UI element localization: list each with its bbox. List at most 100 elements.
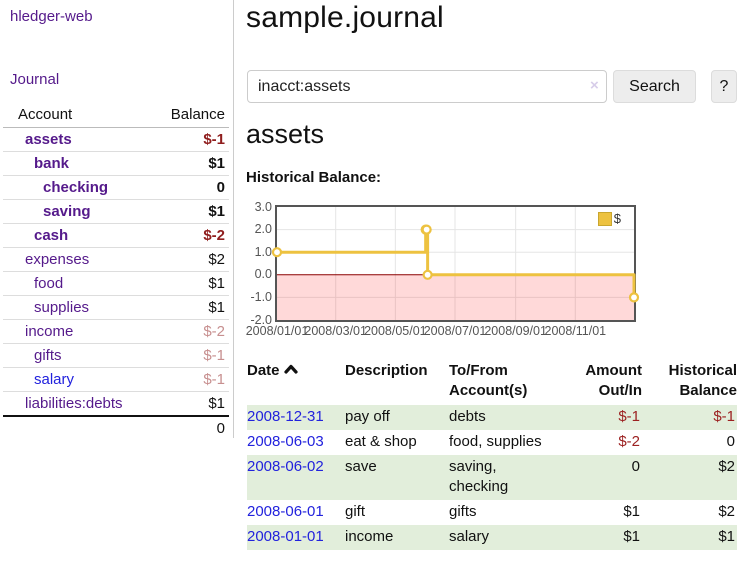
legend-swatch-icon — [597, 211, 612, 226]
sidebar-account-link[interactable]: expenses — [25, 251, 90, 268]
register-header-amount: Amount Out/In — [585, 362, 642, 399]
account-row: income $-2 — [3, 319, 229, 344]
account-row: expenses $2 — [3, 247, 229, 272]
accounts-total-value: 0 — [3, 415, 229, 440]
register-cell-date: 2008-06-01 — [247, 500, 345, 525]
sidebar-account-link[interactable]: liabilities:debts — [25, 395, 123, 412]
account-balance: 0 — [154, 175, 229, 200]
register-date-link[interactable]: 2008-06-02 — [247, 458, 324, 475]
account-row: assets $-1 — [3, 127, 229, 152]
accounts-header-balance: Balance — [154, 105, 229, 128]
historical-balance-chart: 3.0 2.0 1.0 0.0 -1.0 -2.0 $ 2008/01/01 2008/03… — [245, 196, 665, 346]
register-row: 2008-06-02 save saving, checking 0 $2 — [247, 455, 737, 500]
account-balance: $-1 — [154, 343, 229, 368]
account-heading: assets — [246, 119, 325, 149]
register-cell-balance: $1 — [718, 528, 735, 545]
register-date-link[interactable]: 2008-06-03 — [247, 433, 324, 450]
sidebar-account-link[interactable]: income — [25, 323, 74, 340]
sidebar-item-journal[interactable]: Journal — [10, 71, 60, 88]
register-header-date[interactable]: Date — [247, 360, 345, 405]
accounts-header-account: Account — [3, 105, 155, 128]
legend-label: $ — [613, 211, 621, 226]
account-balance: $1 — [154, 271, 229, 296]
register-row: 2008-12-31 pay off debts $-1 $-1 — [247, 405, 737, 430]
register-row: 2008-06-03 eat & shop food, supplies $-2 0 — [247, 430, 737, 455]
register-header-accounts: To/From Account(s) — [449, 362, 528, 399]
register-cell-accounts: gifts — [449, 503, 477, 520]
register-header-balance: Historical Balance — [668, 362, 737, 399]
register-cell-amount: $1 — [623, 528, 640, 545]
register-row: 2008-06-01 gift gifts $1 $2 — [247, 500, 737, 525]
accounts-total-row: 0 — [3, 415, 229, 440]
account-balance: $2 — [154, 247, 229, 272]
app-title-link[interactable]: hledger-web — [10, 8, 93, 25]
register-cell-accounts: food, supplies — [449, 433, 542, 450]
register-row: 2008-01-01 income salary $1 $1 — [247, 525, 737, 550]
x-axis-tick-label: 2008/01/01 — [245, 324, 309, 338]
accounts-balance-table: Account Balance assets $-1 bank $1 checking 0… — [3, 105, 229, 440]
sidebar-account-link[interactable]: checking — [43, 179, 109, 196]
x-axis-tick-label: 2008/09/01 — [484, 324, 547, 338]
register-cell-amount: $-2 — [618, 433, 640, 450]
account-balance: $1 — [154, 199, 229, 224]
sidebar-account-link[interactable]: gifts — [34, 347, 62, 364]
register-header-description: Description — [345, 362, 428, 379]
account-balance: $1 — [154, 151, 229, 176]
y-axis-tick-label: 0.0 — [254, 267, 272, 282]
register-cell-accounts: saving, checking — [449, 458, 509, 495]
sidebar-account-link[interactable]: supplies — [34, 299, 90, 316]
account-row: saving $1 — [3, 199, 229, 224]
register-cell-date: 2008-12-31 — [247, 405, 345, 430]
account-balance: $-2 — [154, 319, 229, 344]
register-cell-balance: $-1 — [713, 408, 735, 425]
y-axis-tick-label: -2.0 — [250, 312, 272, 327]
chart-plot-area[interactable]: $ — [271, 205, 640, 322]
clear-search-icon[interactable]: × — [590, 77, 599, 94]
sidebar-account-link[interactable]: saving — [43, 203, 91, 220]
register-cell-balance: $2 — [718, 503, 735, 520]
search-input[interactable] — [247, 70, 607, 103]
chart-heading: Historical Balance: — [246, 169, 382, 186]
register-date-link[interactable]: 2008-06-01 — [247, 503, 324, 520]
x-axis-tick-label: 2008/07/01 — [423, 324, 487, 338]
register-cell-description: eat & shop — [345, 433, 417, 450]
account-balance: $1 — [154, 295, 229, 320]
register-cell-amount: $-1 — [618, 408, 640, 425]
register-date-link[interactable]: 2008-01-01 — [247, 528, 324, 545]
y-axis-tick-label: 2.0 — [254, 222, 272, 237]
register-cell-accounts: salary — [449, 528, 490, 545]
account-balance: $1 — [154, 391, 229, 417]
account-row: checking 0 — [3, 175, 229, 200]
register-header-row: Date Description To/From Account(s) Amou… — [247, 360, 737, 405]
register-cell-amount: $1 — [623, 503, 640, 520]
account-row: food $1 — [3, 271, 229, 296]
sidebar-account-link[interactable]: salary — [34, 371, 75, 388]
sidebar-account-link[interactable]: assets — [25, 131, 72, 148]
account-row: cash $-2 — [3, 223, 229, 248]
register-cell-accounts: debts — [449, 408, 486, 425]
sidebar-account-link[interactable]: bank — [34, 155, 70, 172]
register-date-link[interactable]: 2008-12-31 — [247, 408, 324, 425]
help-button[interactable]: ? — [711, 70, 737, 103]
account-balance: $-1 — [154, 127, 229, 152]
register-cell-date: 2008-01-01 — [247, 525, 345, 550]
account-row: supplies $1 — [3, 295, 229, 320]
account-row: liabilities:debts $1 — [3, 391, 229, 417]
x-axis-tick-label: 2008/05/01 — [364, 324, 427, 338]
register-cell-description: income — [345, 528, 394, 545]
sidebar-account-link[interactable]: cash — [34, 227, 69, 244]
account-row: bank $1 — [3, 151, 229, 176]
register-cell-date: 2008-06-02 — [247, 455, 345, 500]
chart-canvas — [271, 207, 640, 320]
y-axis-tick-label: -1.0 — [250, 289, 272, 304]
account-balance: $-2 — [154, 223, 229, 248]
sort-ascending-icon — [283, 361, 298, 381]
sidebar-account-link[interactable]: food — [34, 275, 64, 292]
register-cell-balance: $2 — [718, 458, 735, 475]
search-button[interactable]: Search — [613, 70, 696, 103]
accounts-header-row: Account Balance — [3, 105, 229, 128]
register-cell-amount: 0 — [631, 458, 640, 475]
x-axis-tick-label: 2008/03/01 — [304, 324, 367, 338]
account-row: salary $-1 — [3, 367, 229, 392]
